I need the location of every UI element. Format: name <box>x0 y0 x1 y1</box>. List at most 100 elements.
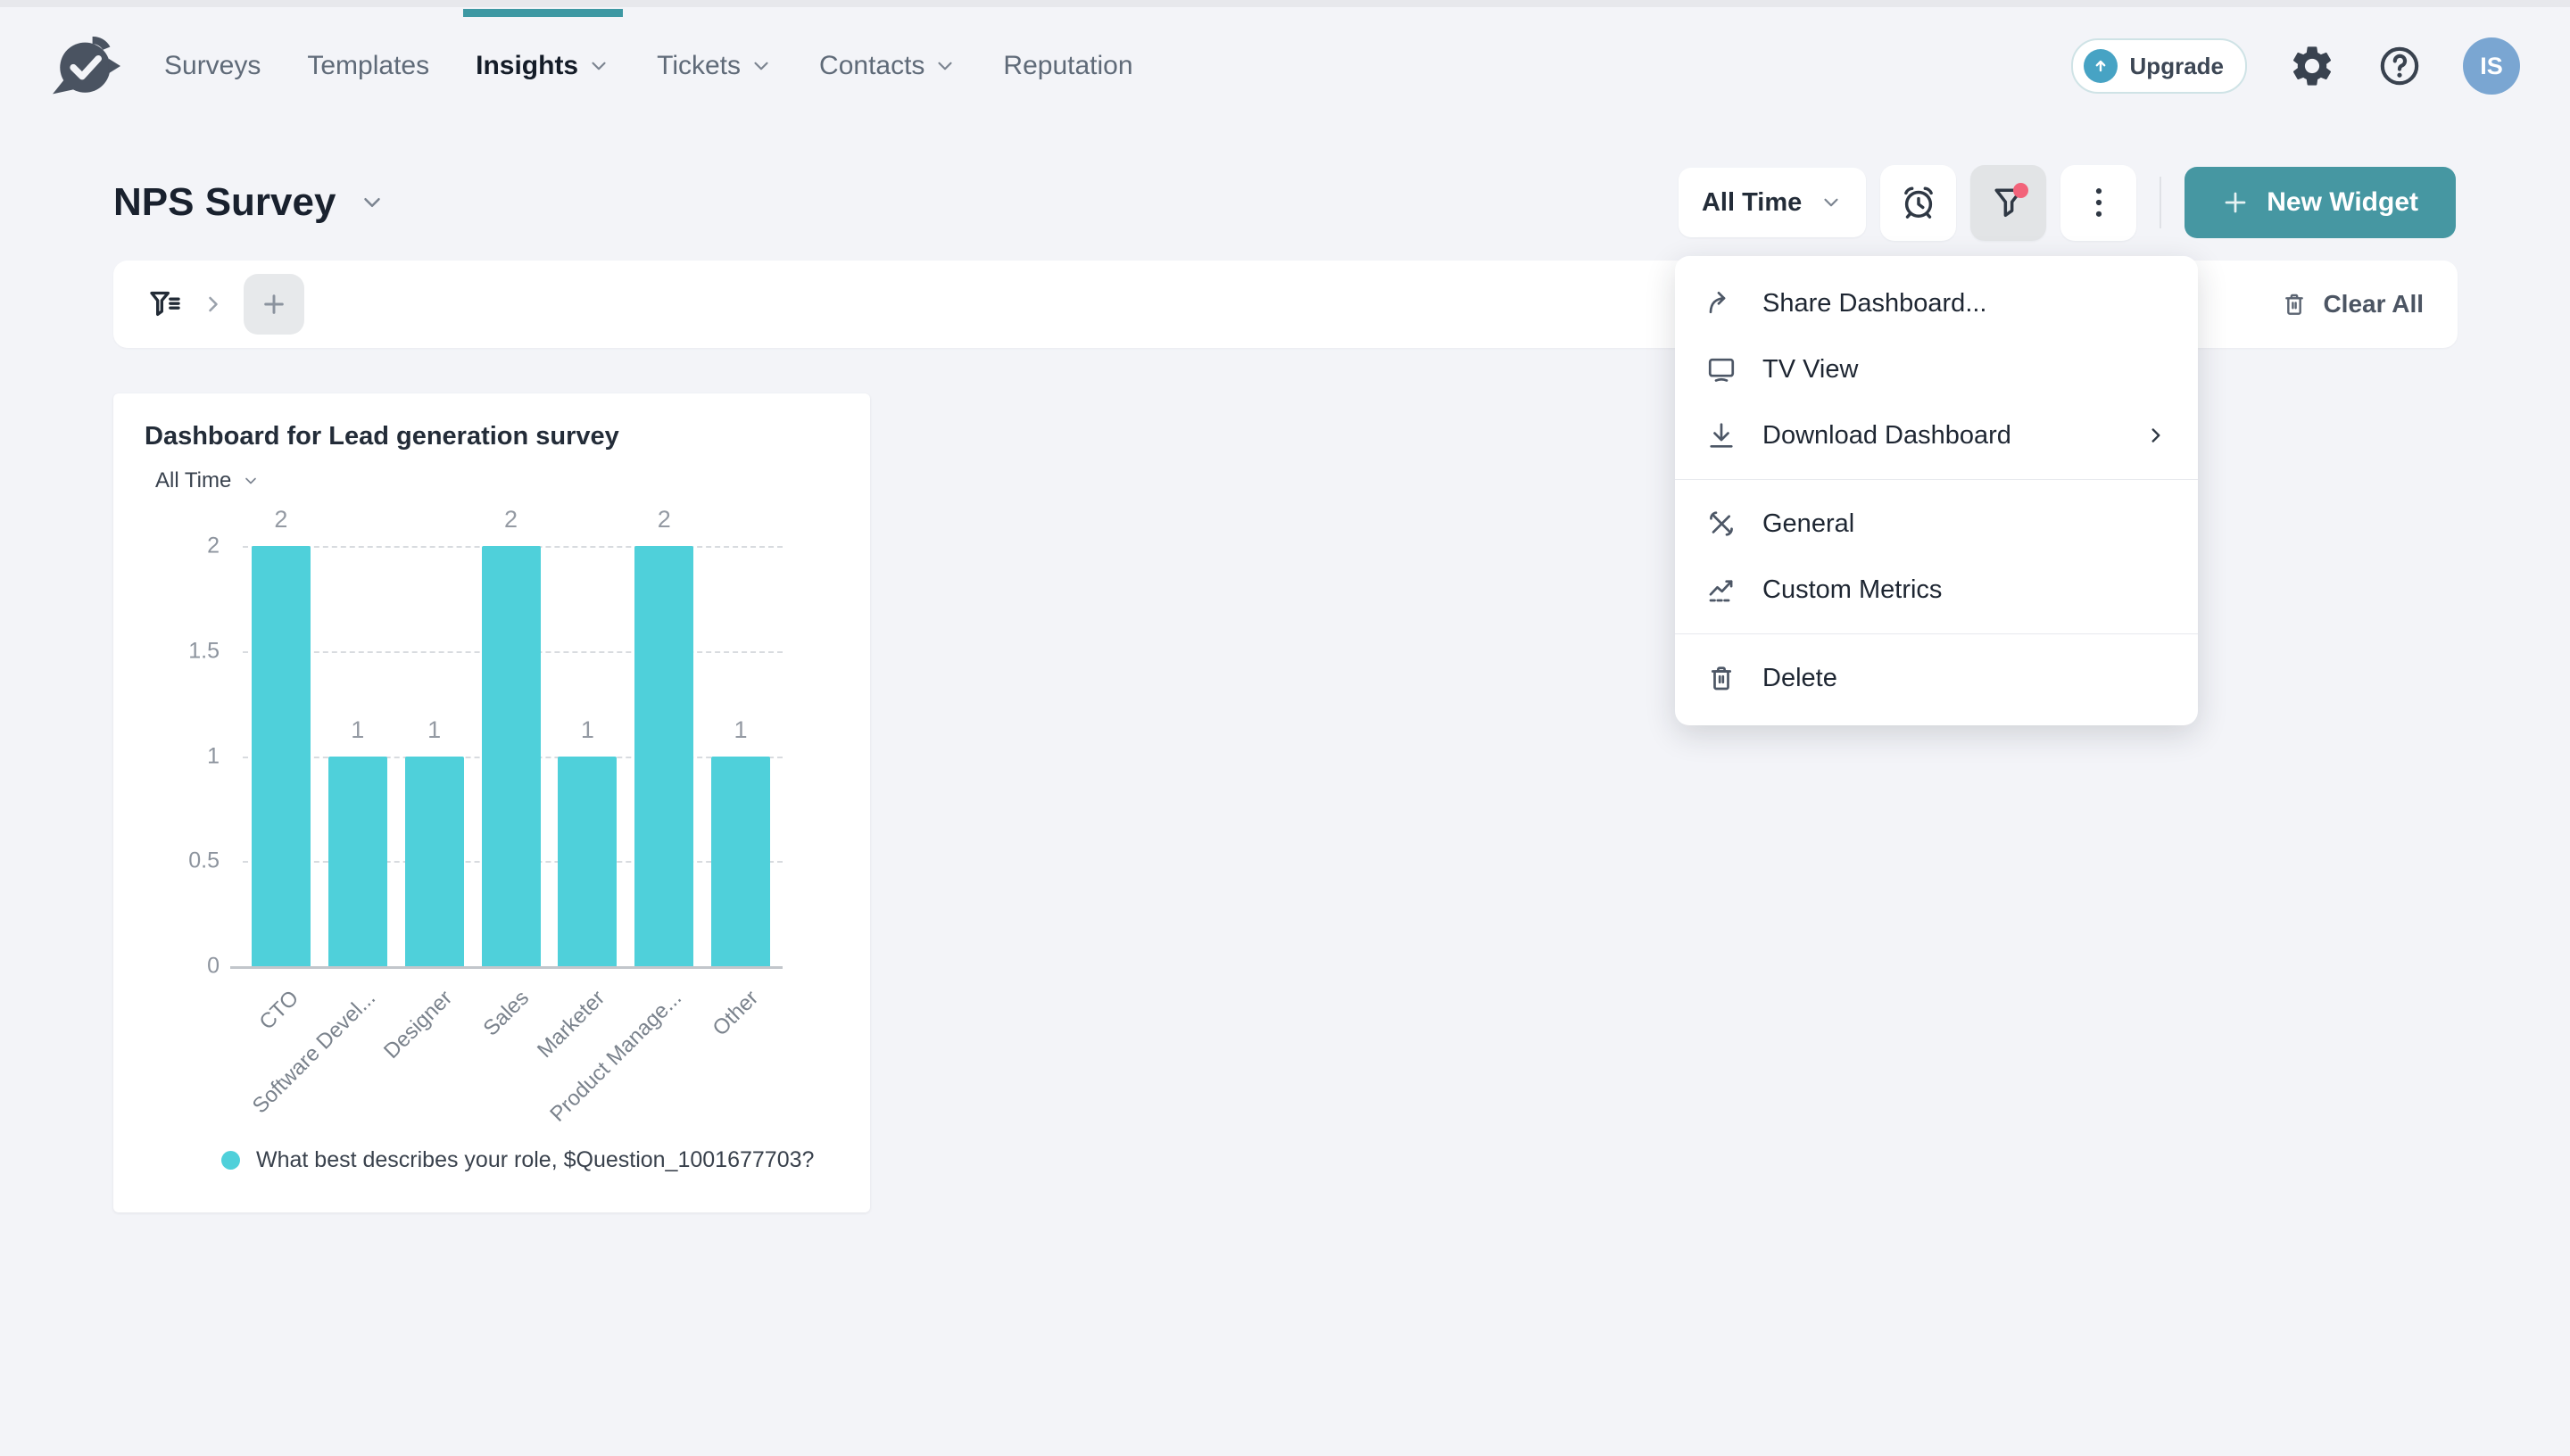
bar-software-devel <box>327 756 387 966</box>
page-header: NPS Survey All Time <box>113 164 2456 241</box>
x-tick-label: CTO <box>254 986 304 1035</box>
x-tick-label: Software Devel... <box>247 986 380 1119</box>
y-tick-label: 1 <box>207 743 220 768</box>
menu-item-delete[interactable]: Delete <box>1675 645 2198 711</box>
page-title: NPS Survey <box>113 180 336 224</box>
bar-chart: 0 0.5 1 1.5 2 2 CTO 1 Software Devel... 1 Designer… <box>188 506 783 1127</box>
widget-card: Dashboard for Lead generation survey All… <box>113 393 870 1212</box>
toolbar-divider <box>2160 177 2162 228</box>
x-axis-line <box>230 966 783 969</box>
legend-swatch <box>221 1151 240 1170</box>
tools-icon <box>1710 511 1733 536</box>
nav-item-tickets[interactable]: Tickets <box>657 7 773 125</box>
menu-item-label: Download Dashboard <box>1762 420 2011 450</box>
bar-other <box>711 756 771 966</box>
dashboard-toolbar: All Time <box>1678 164 2456 241</box>
bar-cto <box>251 546 311 966</box>
bar-marketer <box>558 756 618 966</box>
time-range-value: All Time <box>1701 187 1803 217</box>
nav-item-reputation[interactable]: Reputation <box>1003 7 1132 125</box>
dashboard-options-menu: Share Dashboard... TV View Download Dashbo… <box>1675 256 2198 725</box>
x-tick-label: Sales <box>478 986 534 1041</box>
chevron-down-icon <box>245 477 257 484</box>
gear-icon[interactable] <box>2288 42 2336 90</box>
nav-item-label: Reputation <box>1003 51 1133 80</box>
dashboard-selector[interactable]: NPS Survey <box>113 180 386 225</box>
bar-value-label: 1 <box>351 716 365 743</box>
chevron-down-icon <box>592 62 606 70</box>
nav-item-surveys[interactable]: Surveys <box>164 7 261 125</box>
more-options-button[interactable] <box>2060 164 2137 241</box>
chevron-right-icon <box>209 296 218 312</box>
upgrade-button[interactable]: Upgrade <box>2070 38 2247 94</box>
menu-item-tv-view[interactable]: TV View <box>1675 336 2198 402</box>
menu-item-general[interactable]: General <box>1675 491 2198 557</box>
top-nav: Surveys Templates Insights Tickets Contacts R… <box>0 7 2570 125</box>
chevron-down-icon <box>754 62 768 70</box>
new-widget-label: New Widget <box>2267 187 2418 217</box>
chevron-right-icon <box>2151 428 2160 443</box>
share-icon <box>1709 291 1726 314</box>
x-tick-label: Product Manage... <box>545 986 687 1127</box>
upgrade-label: Upgrade <box>2129 52 2224 79</box>
bar-value-label: 2 <box>657 506 671 533</box>
clear-all-button[interactable]: Clear All <box>2280 290 2424 318</box>
add-filter-button[interactable] <box>244 274 304 335</box>
widget-time-dropdown[interactable]: All Time <box>155 468 260 493</box>
avatar[interactable]: IS <box>2463 37 2520 95</box>
y-tick-label: 0 <box>207 953 220 979</box>
new-widget-button[interactable]: New Widget <box>2184 167 2456 238</box>
upgrade-icon <box>2083 49 2118 83</box>
y-tick-label: 2 <box>207 533 220 558</box>
surveysparrow-logo-icon[interactable] <box>50 32 123 100</box>
nav-item-contacts[interactable]: Contacts <box>819 7 957 125</box>
metrics-icon <box>1709 580 1733 602</box>
nav-item-label: Tickets <box>657 51 742 80</box>
filter-button[interactable] <box>1970 164 2047 241</box>
menu-item-label: Custom Metrics <box>1762 575 1943 604</box>
avatar-initials: IS <box>2480 52 2503 79</box>
bar-value-label: 1 <box>427 716 442 743</box>
nav-item-insights[interactable]: Insights <box>463 7 624 125</box>
clear-all-label: Clear All <box>2323 290 2424 318</box>
nav-item-label: Insights <box>476 51 579 80</box>
download-icon <box>1710 423 1733 448</box>
x-tick-label: Other <box>708 986 764 1041</box>
bar-value-label: 2 <box>503 506 518 533</box>
menu-item-label: TV View <box>1762 354 1859 384</box>
help-icon[interactable] <box>2377 44 2422 88</box>
bar-value-label: 2 <box>274 506 288 533</box>
trash-icon <box>1711 666 1732 691</box>
bar-designer <box>404 756 464 966</box>
bar-product-manage <box>634 546 694 966</box>
x-tick-label: Designer <box>378 986 457 1064</box>
time-range-dropdown[interactable]: All Time <box>1678 168 1867 237</box>
nav-items: Surveys Templates Insights Tickets Contacts R… <box>164 7 1133 125</box>
menu-item-share-dashboard[interactable]: Share Dashboard... <box>1675 270 2198 336</box>
menu-item-label: Share Dashboard... <box>1762 288 1987 318</box>
tv-icon <box>1708 358 1735 382</box>
kebab-menu-icon <box>2095 188 2102 217</box>
widget-time-value: All Time <box>155 468 232 492</box>
nav-item-label: Templates <box>307 51 430 80</box>
nav-item-label: Surveys <box>164 51 261 80</box>
menu-item-custom-metrics[interactable]: Custom Metrics <box>1675 557 2198 623</box>
filter-active-dot <box>2013 182 2029 198</box>
chevron-down-icon <box>1824 198 1838 207</box>
menu-item-label: Delete <box>1762 663 1837 692</box>
schedule-button[interactable] <box>1880 164 1957 241</box>
bar-value-label: 1 <box>734 716 748 743</box>
menu-divider <box>1675 479 2198 480</box>
nav-item-templates[interactable]: Templates <box>307 7 429 125</box>
bar-sales <box>481 546 541 966</box>
plus-icon <box>264 294 284 314</box>
menu-divider <box>1675 633 2198 634</box>
x-tick-label: Marketer <box>533 986 610 1063</box>
nav-item-label: Contacts <box>819 51 925 80</box>
y-tick-label: 0.5 <box>188 848 220 873</box>
menu-item-download-dashboard[interactable]: Download Dashboard <box>1675 402 2198 468</box>
chevron-down-icon <box>364 198 381 207</box>
widget-title: Dashboard for Lead generation survey <box>145 422 619 451</box>
bar-value-label: 1 <box>580 716 594 743</box>
